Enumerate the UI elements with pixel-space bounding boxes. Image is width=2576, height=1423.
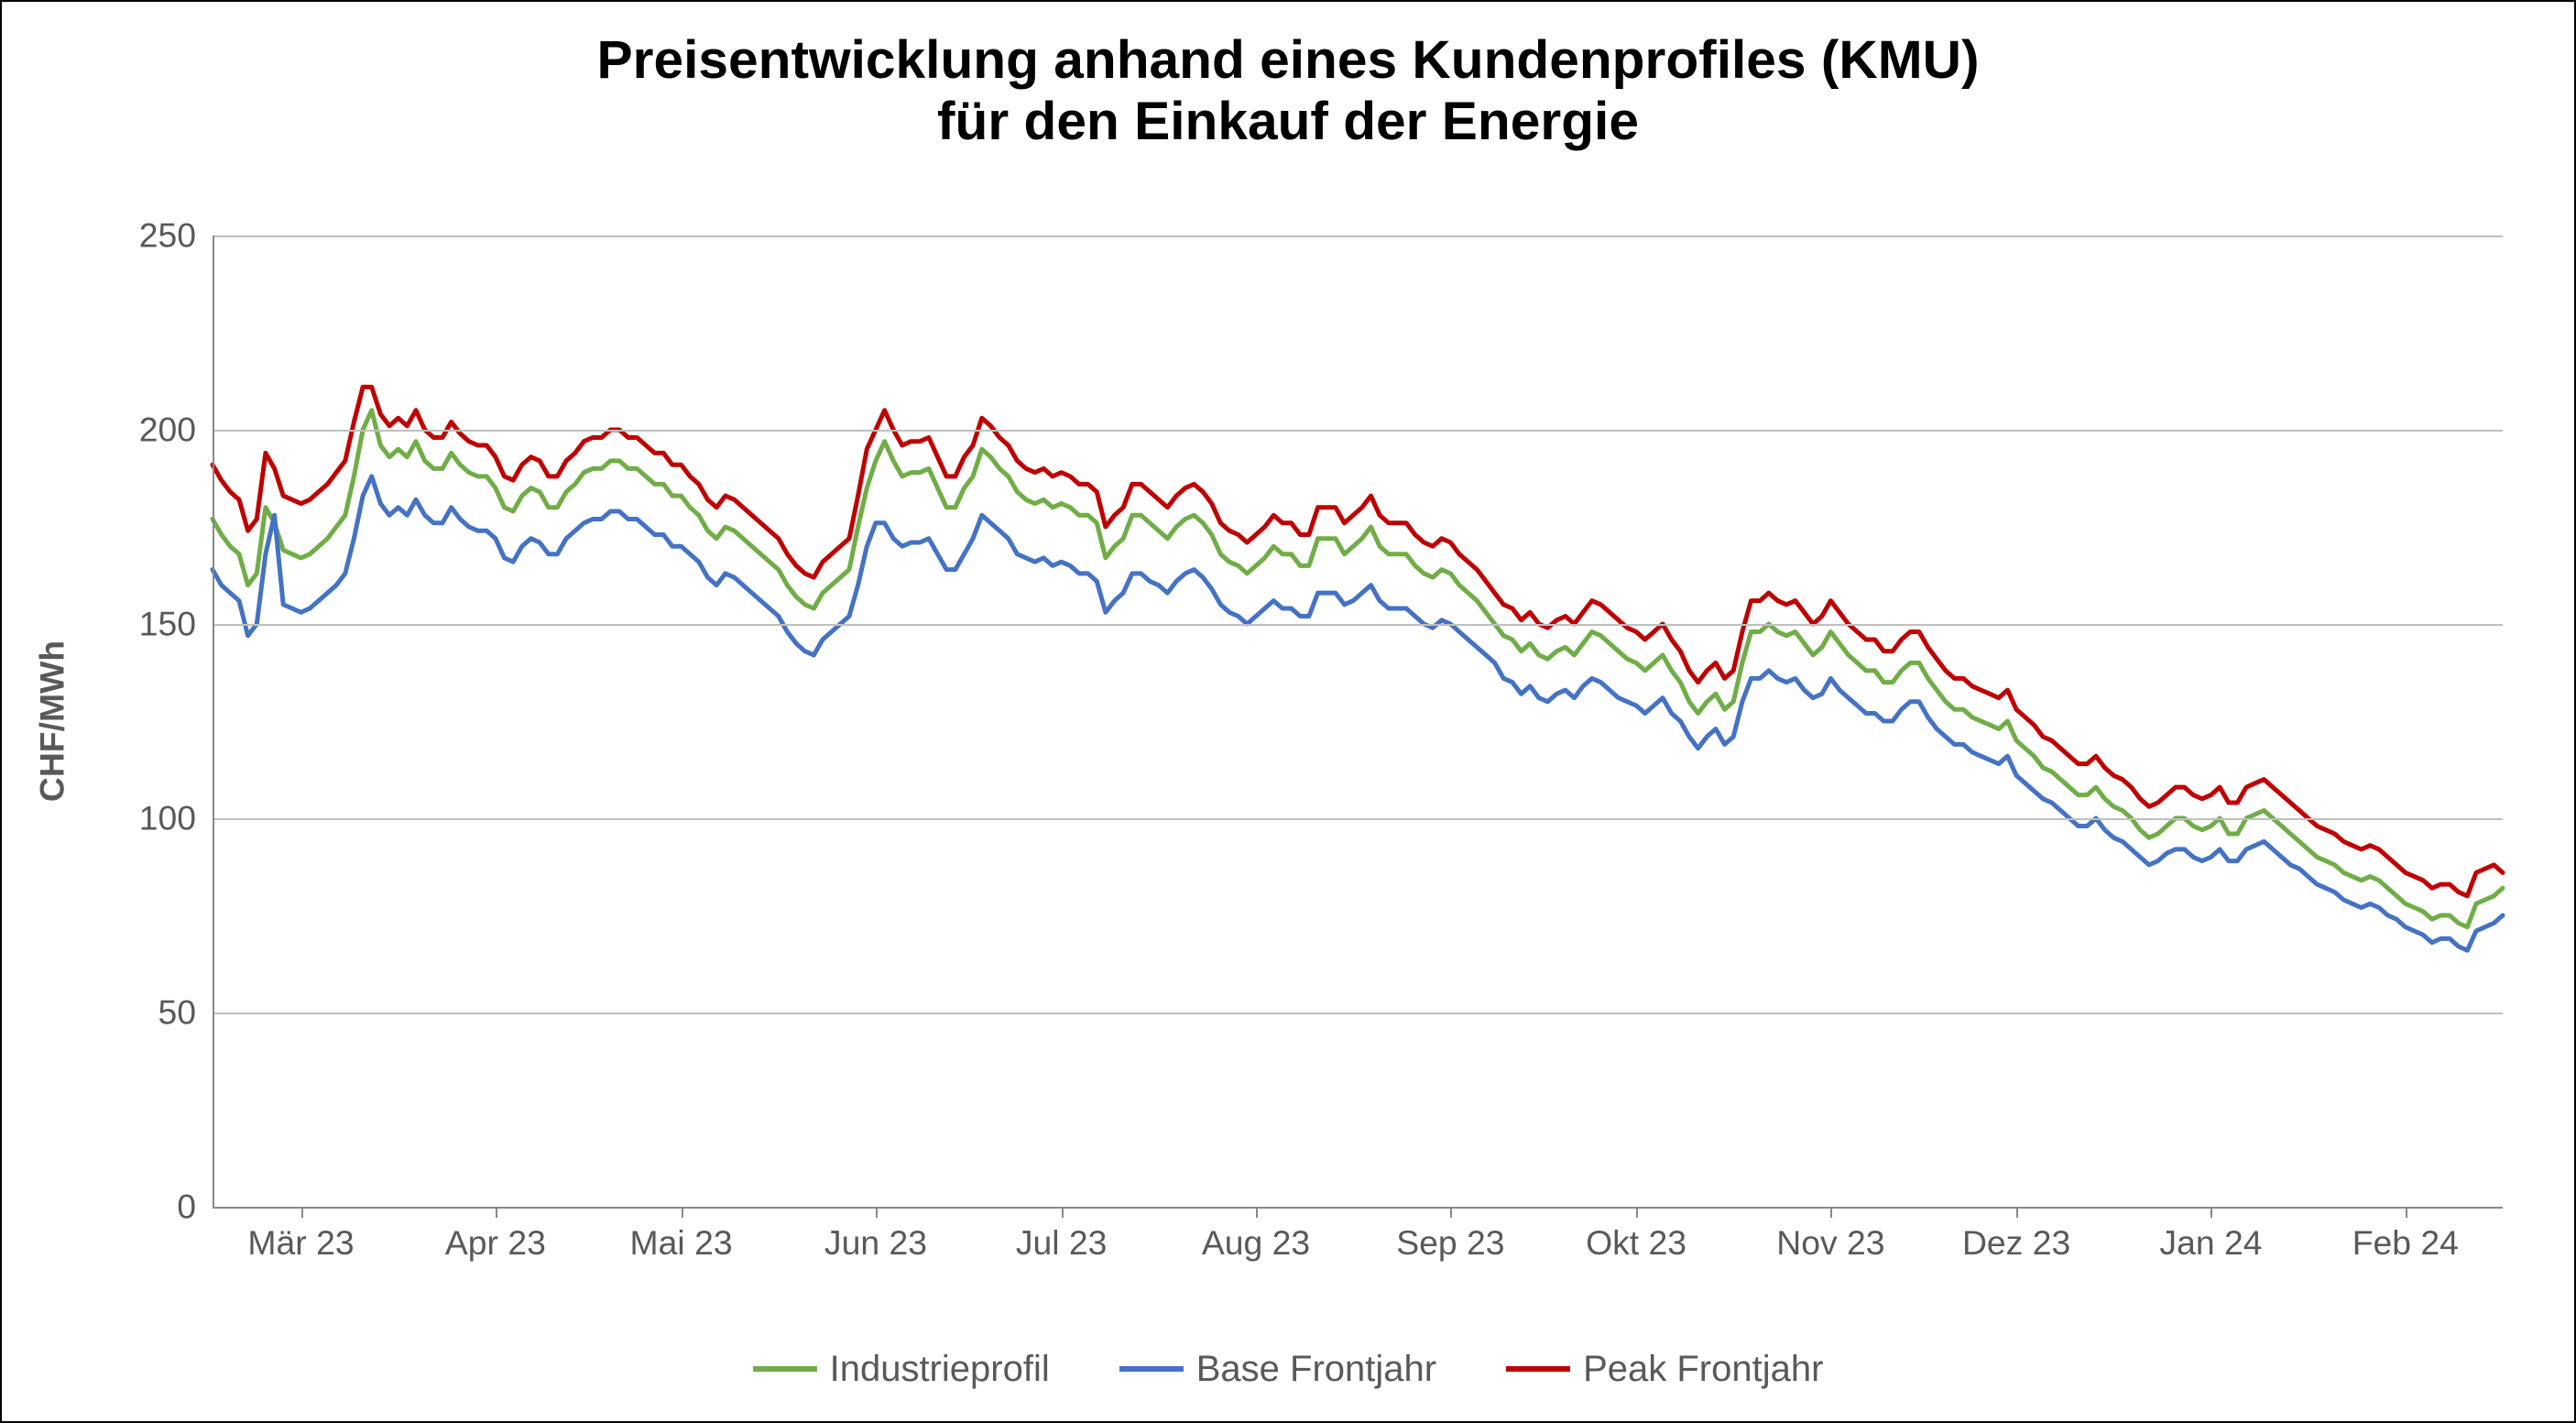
- legend-swatch: [1119, 1366, 1184, 1372]
- gridline: [213, 430, 2503, 432]
- x-tick-label: Mai 23: [630, 1207, 733, 1263]
- gridline: [213, 624, 2503, 626]
- x-tick-label: Apr 23: [445, 1207, 546, 1263]
- chart-frame: Preisentwicklung anhand eines Kundenprof…: [0, 0, 2576, 1423]
- chart-lines-svg: [213, 235, 2503, 1207]
- x-tick-label: Jul 23: [1016, 1207, 1108, 1263]
- legend-label: Base Frontjahr: [1196, 1349, 1436, 1390]
- legend-swatch: [1506, 1366, 1570, 1372]
- legend-label: Industrieprofil: [830, 1349, 1050, 1390]
- x-tick-label: Sep 23: [1396, 1207, 1504, 1263]
- legend-item: Base Frontjahr: [1119, 1349, 1436, 1390]
- legend-item: Peak Frontjahr: [1506, 1349, 1823, 1390]
- y-tick-label: 100: [139, 799, 213, 838]
- gridline: [213, 1013, 2503, 1014]
- y-axis-line: [213, 235, 214, 1207]
- plot-area: 050100150200250Mär 23Apr 23Mai 23Jun 23J…: [213, 235, 2503, 1207]
- series-line: [213, 476, 2503, 950]
- x-tick-label: Jan 24: [2159, 1207, 2262, 1263]
- x-tick-label: Aug 23: [1202, 1207, 1310, 1263]
- series-line: [213, 410, 2503, 927]
- chart-title: Preisentwicklung anhand eines Kundenprof…: [2, 29, 2574, 153]
- gridline: [213, 235, 2503, 237]
- legend: Industrieprofil Base Frontjahr Peak Frontj…: [2, 1340, 2574, 1390]
- x-tick-label: Dez 23: [1962, 1207, 2070, 1263]
- gridline: [213, 818, 2503, 820]
- y-tick-label: 0: [177, 1188, 213, 1227]
- legend-item: Industrieprofil: [753, 1349, 1050, 1390]
- x-tick-label: Nov 23: [1776, 1207, 1884, 1263]
- x-tick-label: Okt 23: [1586, 1207, 1686, 1263]
- legend-swatch: [753, 1366, 817, 1372]
- legend-label: Peak Frontjahr: [1583, 1349, 1823, 1390]
- x-tick-label: Jun 23: [824, 1207, 927, 1263]
- y-tick-label: 50: [158, 993, 213, 1033]
- x-tick-label: Feb 24: [2352, 1207, 2459, 1263]
- y-axis-title: CHF/MWh: [33, 640, 72, 802]
- y-tick-label: 200: [139, 410, 213, 450]
- y-tick-label: 250: [139, 216, 213, 256]
- x-tick-label: Mär 23: [247, 1207, 354, 1263]
- y-tick-label: 150: [139, 605, 213, 644]
